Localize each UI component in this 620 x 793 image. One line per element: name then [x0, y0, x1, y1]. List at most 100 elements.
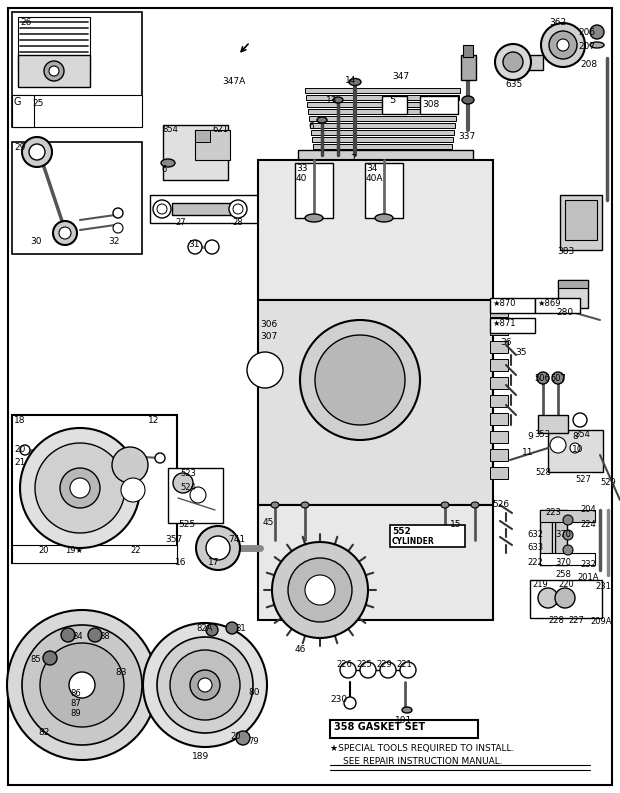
Circle shape: [236, 731, 250, 745]
Text: 357: 357: [165, 535, 182, 544]
Ellipse shape: [301, 502, 309, 508]
Text: G: G: [14, 97, 22, 107]
Text: 370: 370: [555, 530, 571, 539]
Text: 14: 14: [345, 76, 356, 85]
Text: 101: 101: [395, 716, 412, 725]
Text: 353: 353: [534, 430, 550, 439]
Bar: [560, 195, 602, 250]
Bar: [258, 300, 493, 505]
Ellipse shape: [317, 117, 327, 123]
Bar: [172, 203, 237, 215]
Bar: [490, 298, 535, 313]
Text: 32: 32: [108, 237, 120, 246]
Bar: [548, 430, 603, 472]
Text: 523: 523: [180, 469, 196, 478]
Circle shape: [157, 637, 253, 733]
Text: 226: 226: [336, 660, 352, 669]
Text: 337: 337: [458, 132, 476, 141]
Ellipse shape: [305, 214, 323, 222]
Circle shape: [557, 39, 569, 51]
Text: 621: 621: [212, 125, 228, 134]
Text: 89: 89: [70, 709, 81, 718]
Text: 26: 26: [20, 18, 32, 27]
Circle shape: [360, 662, 376, 678]
Circle shape: [88, 628, 102, 642]
Text: 524: 524: [180, 483, 196, 492]
Text: 85: 85: [30, 655, 41, 664]
Circle shape: [550, 437, 566, 453]
Text: 347A: 347A: [222, 77, 246, 86]
Bar: [490, 377, 508, 389]
Bar: [558, 280, 588, 288]
Text: 82: 82: [38, 728, 50, 737]
Text: www.BrownParts.com: www.BrownParts.com: [242, 473, 378, 486]
Text: 201A: 201A: [577, 573, 598, 582]
Text: 206: 206: [578, 28, 595, 37]
Bar: [540, 510, 595, 522]
Bar: [295, 163, 333, 218]
Text: 86: 86: [70, 689, 81, 698]
Text: 8: 8: [572, 432, 578, 441]
Circle shape: [549, 31, 577, 59]
Text: 19★: 19★: [65, 546, 83, 555]
Circle shape: [20, 428, 140, 548]
Text: 34: 34: [366, 164, 378, 173]
Circle shape: [288, 558, 352, 622]
Text: 40: 40: [296, 174, 308, 183]
Circle shape: [60, 468, 100, 508]
Bar: [558, 280, 588, 308]
Bar: [540, 553, 595, 565]
Text: 635: 635: [505, 80, 522, 89]
Text: 27: 27: [175, 218, 185, 227]
Text: 529: 529: [600, 478, 616, 487]
Text: 526: 526: [492, 500, 509, 509]
Circle shape: [35, 443, 125, 533]
Bar: [420, 96, 458, 114]
Text: 507: 507: [550, 374, 566, 383]
Ellipse shape: [441, 502, 449, 508]
Text: 20: 20: [14, 445, 25, 454]
Text: 46: 46: [295, 645, 306, 654]
Text: 224: 224: [580, 520, 596, 529]
Text: 741: 741: [228, 535, 245, 544]
Bar: [390, 525, 465, 547]
Text: 229: 229: [376, 660, 392, 669]
Bar: [313, 144, 452, 149]
Circle shape: [22, 625, 142, 745]
Bar: [463, 45, 473, 57]
Text: 347: 347: [392, 72, 409, 81]
Text: 227: 227: [568, 616, 584, 625]
Text: 88: 88: [99, 632, 110, 641]
Circle shape: [157, 204, 167, 214]
Bar: [18, 55, 90, 87]
Bar: [195, 130, 210, 142]
Text: 21: 21: [14, 458, 25, 467]
Ellipse shape: [462, 96, 474, 104]
Bar: [490, 305, 508, 317]
Ellipse shape: [590, 42, 604, 48]
Bar: [306, 95, 459, 100]
Text: 35: 35: [515, 348, 526, 357]
Text: 87: 87: [70, 699, 81, 708]
Text: 221: 221: [396, 660, 412, 669]
Bar: [258, 505, 493, 620]
Text: 231: 231: [595, 582, 611, 591]
Circle shape: [59, 227, 71, 239]
Bar: [490, 431, 508, 443]
Text: ★871: ★871: [492, 319, 515, 328]
Circle shape: [190, 670, 220, 700]
Text: 223: 223: [545, 508, 561, 517]
Bar: [12, 142, 142, 254]
Circle shape: [173, 473, 193, 493]
Bar: [490, 467, 508, 479]
Bar: [163, 125, 228, 180]
Text: ★869: ★869: [537, 299, 560, 308]
Bar: [298, 150, 473, 160]
Circle shape: [552, 372, 564, 384]
Bar: [548, 592, 566, 604]
Bar: [258, 160, 493, 300]
Circle shape: [555, 588, 575, 608]
Text: 222: 222: [527, 558, 542, 567]
Bar: [307, 102, 458, 107]
Bar: [490, 359, 508, 371]
